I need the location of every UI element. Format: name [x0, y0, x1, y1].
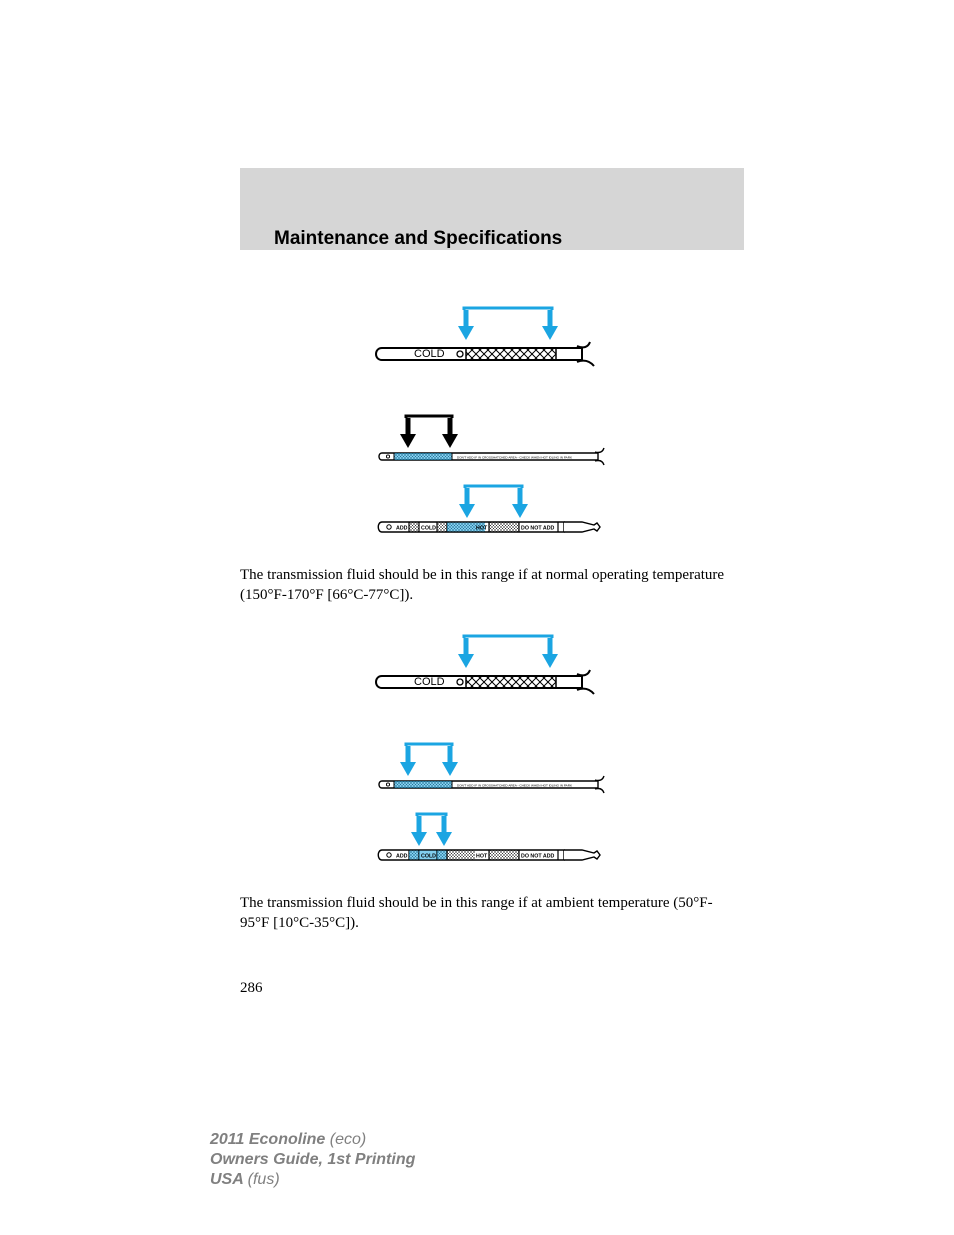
footer-line3-rest: (fus) [248, 1171, 280, 1188]
dipstick-slim-b: DON'T ADD IF IN CROSSHATCHED AREA - CHEC… [379, 776, 604, 793]
seg-add-b: ADD [396, 854, 408, 860]
arrow-set-3 [459, 486, 528, 518]
cold-label: COLD [414, 348, 445, 360]
arrow-set-1 [458, 308, 558, 340]
caption-operating-temp: The transmission fluid should be in this… [240, 565, 740, 606]
dipstick-segmented: ADD COLD HOT DO NOT ADD [378, 522, 600, 532]
footer-line2: Owners Guide, 1st Printing [210, 1150, 415, 1170]
seg-add: ADD [396, 526, 408, 532]
dipstick-cold-b: COLD [376, 670, 594, 694]
seg-donotadd-b: DO NOT ADD [521, 854, 555, 860]
footer-line3-bold: USA [210, 1171, 248, 1188]
arrow-set-2b [400, 744, 458, 776]
seg-hot-b: HOT [476, 854, 488, 860]
footer-line1-rest: (eco) [330, 1131, 366, 1148]
arrow-set-3b [411, 814, 452, 846]
footer-line3: USA (fus) [210, 1170, 415, 1190]
slim-text: DON'T ADD IF IN CROSSHATCHED AREA - CHEC… [457, 456, 573, 460]
cold-label-b: COLD [414, 676, 445, 688]
section-title: Maintenance and Specifications [274, 228, 562, 250]
seg-cold-b: COLD [421, 854, 436, 860]
seg-cold: COLD [421, 526, 436, 532]
caption-ambient-temp: The transmission fluid should be in this… [240, 893, 740, 934]
page-number: 286 [240, 980, 263, 997]
seg-hot: HOT [476, 526, 488, 532]
dipstick-slim: DON'T ADD IF IN CROSSHATCHED AREA - CHEC… [379, 448, 604, 465]
seg-donotadd: DO NOT ADD [521, 526, 555, 532]
arrow-set-2 [400, 416, 458, 448]
figure-ambient-temp: COLD DON'T ADD IF IN CROSSHATCHED AREA -… [372, 618, 612, 878]
figure-operating-temp: COLD DON'T ADD IF IN CROSSHATCHED ARE [372, 290, 612, 550]
dipstick-segmented-b: ADD COLD HOT DO NOT ADD [378, 850, 600, 860]
footer-block: 2011 Econoline (eco) Owners Guide, 1st P… [210, 1130, 415, 1190]
dipstick-cold: COLD [376, 342, 594, 366]
arrow-set-1b [458, 636, 558, 668]
footer-line1-bold: 2011 Econoline [210, 1131, 330, 1148]
slim-text-b: DON'T ADD IF IN CROSSHATCHED AREA - CHEC… [457, 784, 573, 788]
footer-line1: 2011 Econoline (eco) [210, 1130, 415, 1150]
